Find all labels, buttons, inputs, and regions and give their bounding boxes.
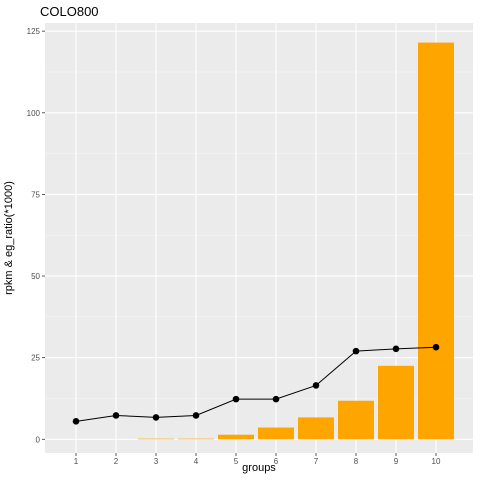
series-point [192,412,200,419]
y-tick-label: 0 [36,435,41,444]
bar [218,434,254,440]
bars [138,42,454,440]
x-axis: 1 2 3 4 5 6 7 8 9 10 [74,453,441,466]
series-line [75,346,437,422]
series-point [352,347,360,355]
series-point [392,345,400,353]
bar [178,438,214,440]
x-tick-label: 6 [274,457,279,466]
line-series [72,343,440,425]
x-tick-label: 9 [394,457,399,466]
bar [258,427,294,440]
series-point [112,412,120,419]
series-point [312,382,320,389]
x-tick-label: 7 [314,457,319,466]
y-tick-label: 50 [31,272,40,281]
series-point [152,414,160,421]
bar [298,417,334,440]
y-axis: 0 25 50 75 100 125 [27,27,45,444]
chart-title: COLO800 [40,4,99,19]
bar [138,438,174,440]
y-tick-label: 100 [27,109,41,118]
bar [378,365,414,440]
x-tick-label: 1 [74,457,79,466]
series-point [72,418,80,425]
series-point [232,395,240,403]
series-point [432,343,440,351]
x-tick-label: 4 [194,457,199,466]
x-tick-label: 2 [114,457,119,466]
x-tick-label: 5 [234,457,239,466]
bar [338,400,374,440]
x-tick-label: 10 [432,457,441,466]
x-axis-label: groups [242,462,276,474]
y-tick-label: 75 [31,190,40,199]
y-tick-label: 125 [27,27,41,36]
bar [418,42,454,440]
x-tick-label: 3 [154,457,159,466]
y-tick-label: 25 [31,354,40,363]
series-point [272,395,280,403]
y-axis-label: rpkm & eg_ratio(*1000) [3,181,15,295]
x-tick-label: 8 [354,457,359,466]
